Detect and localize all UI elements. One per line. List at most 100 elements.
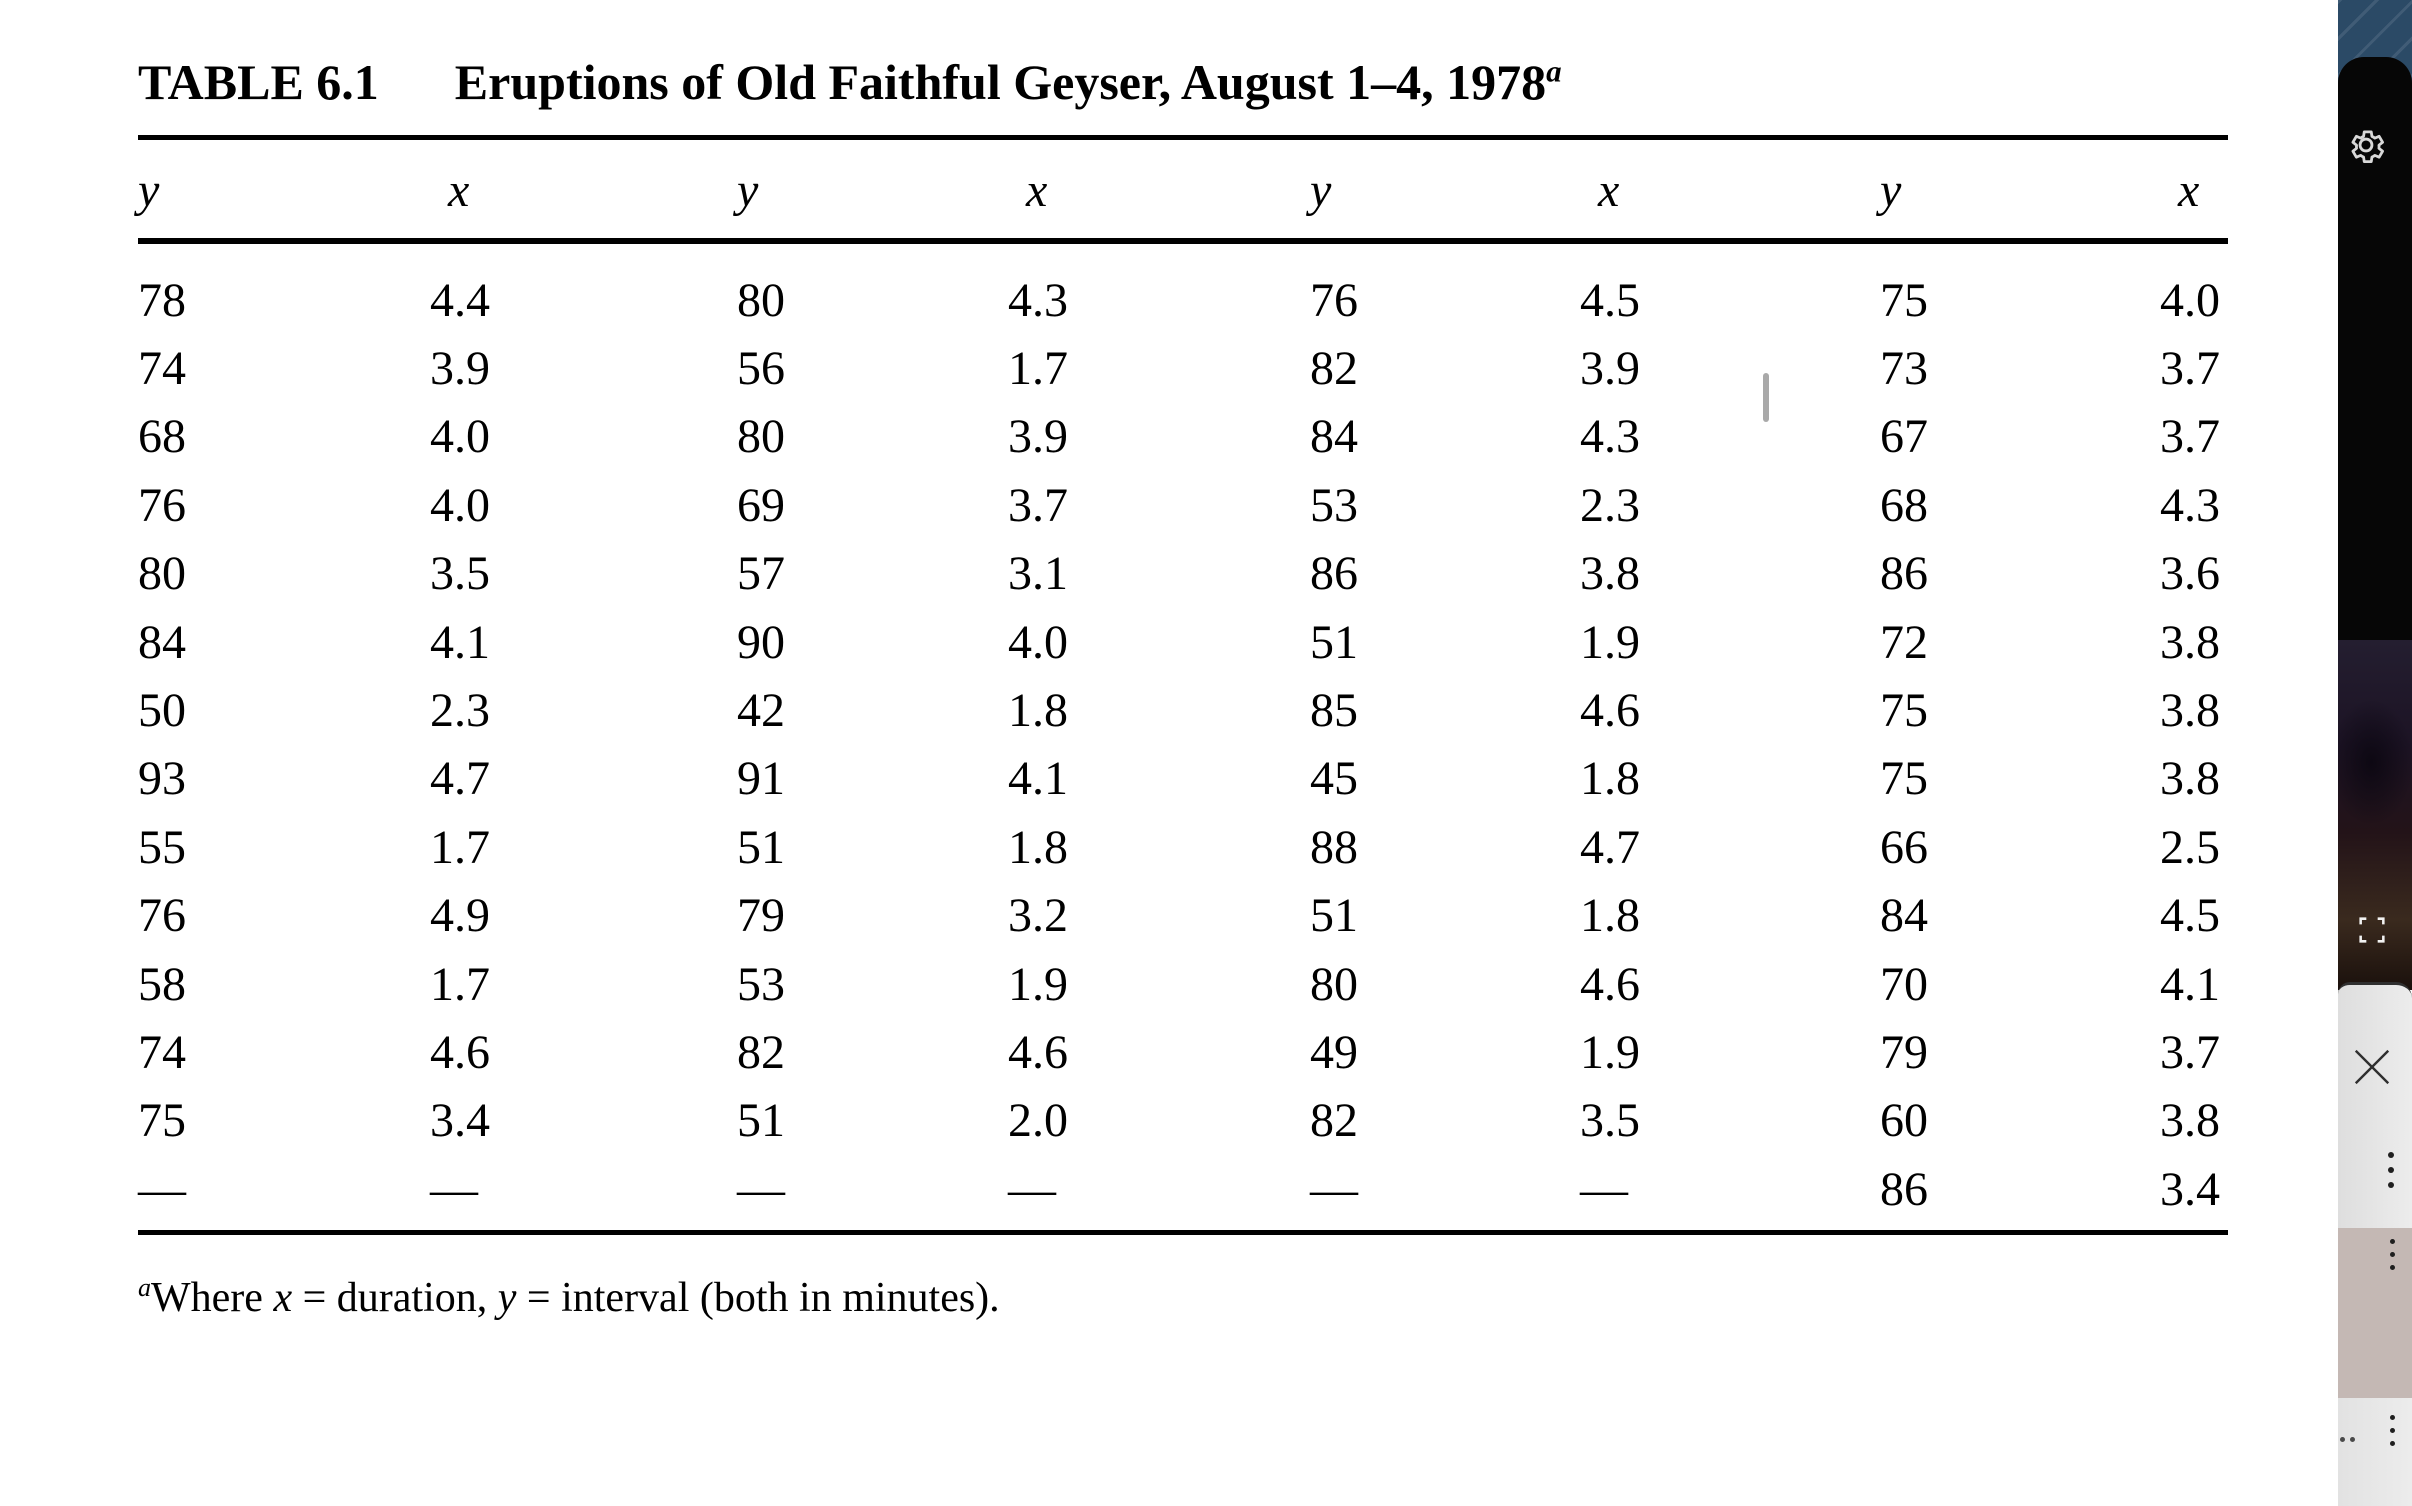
table-row: 84 4.1 90 4.0 51 1.9 72 3.8 [138,608,2228,676]
table-cell: 57 [737,547,785,601]
close-icon [2346,1041,2398,1096]
table-cell: 1.7 [430,957,490,1011]
table-cell: 3.7 [2160,342,2220,396]
table-cell: 3.9 [1580,342,1640,396]
table-cell: 51 [737,820,785,874]
text-caret [1763,373,1769,422]
table-cell: 1.8 [1580,889,1640,943]
footnote-text: = duration, [292,1275,498,1321]
table-row: 55 1.7 51 1.8 88 4.7 66 2.5 [138,813,2228,881]
more-vertical-icon[interactable] [2390,1415,2395,1454]
table-cell: 73 [1880,342,1928,396]
video-thumbnail[interactable] [2338,640,2412,990]
table-cell: 3.5 [430,547,490,601]
table-cell: — [737,1162,785,1216]
table-cell: 4.5 [2160,889,2220,943]
table-cell: 3.8 [2160,615,2220,669]
footnote-text: Where [151,1275,274,1321]
table-cell: 82 [1310,342,1358,396]
table-cell: 75 [1880,273,1928,327]
table-cell: 4.0 [2160,273,2220,327]
close-button[interactable] [2346,1042,2398,1094]
table-cell: 3.7 [2160,410,2220,464]
overlay-panel-top [2338,57,2412,990]
table-cell: — [1008,1162,1056,1216]
column-header: x [448,164,470,217]
settings-button[interactable] [2344,124,2388,168]
table-cell: 67 [1880,410,1928,464]
table-cell: 86 [1880,1162,1928,1216]
table-footnote: aWhere x = duration, y = interval (both … [138,1272,2228,1324]
table-cell: 3.4 [2160,1162,2220,1216]
gear-icon [2345,124,2387,169]
table-row: 75 3.4 51 2.0 82 3.5 60 3.8 [138,1087,2228,1155]
table-cell: 3.1 [1008,547,1068,601]
table-row: 68 4.0 80 3.9 84 4.3 67 3.7 [138,403,2228,471]
drag-dots-icon[interactable] [2340,1437,2360,1442]
table-cell: 68 [1880,478,1928,532]
table-cell: 4.4 [430,273,490,327]
table-cell: 3.8 [1580,547,1640,601]
table-cell: 66 [1880,820,1928,874]
column-header: x [1026,164,1048,217]
table-cell: 68 [138,410,186,464]
table-cell: 3.6 [2160,547,2220,601]
column-header: x [1598,164,1620,217]
table-cell: 4.3 [2160,478,2220,532]
table-cell: 82 [737,1025,785,1079]
more-vertical-icon[interactable] [2388,1152,2394,1197]
table-cell: 4.1 [1008,752,1068,806]
table-cell: 80 [737,410,785,464]
table-cell: 3.7 [1008,478,1068,532]
table-cell: 88 [1310,820,1358,874]
table-cell: 4.7 [1580,820,1640,874]
table-row: 76 4.9 79 3.2 51 1.8 84 4.5 [138,882,2228,950]
table-cell: 1.9 [1008,957,1068,1011]
table-cell: 1.8 [1008,684,1068,738]
column-header: x [2178,164,2200,217]
table-cell: 51 [1310,615,1358,669]
table-cell: 4.7 [430,752,490,806]
table-row: 74 4.6 82 4.6 49 1.9 79 3.7 [138,1018,2228,1086]
table-cell: 75 [138,1094,186,1148]
table-cell: 74 [138,342,186,396]
table-cell: 53 [737,957,785,1011]
table-cell: — [138,1162,186,1216]
table-cell: 51 [1310,889,1358,943]
column-header: y [737,164,759,217]
table-cell: 53 [1310,478,1358,532]
overlay-panel-bottom [2338,1398,2412,1506]
table-cell: 90 [737,615,785,669]
overlay-panel-middle [2338,982,2412,1231]
table-cell: 86 [1880,547,1928,601]
table-row: 74 3.9 56 1.7 82 3.9 73 3.7 [138,334,2228,402]
table-cell: 1.8 [1008,820,1068,874]
table-cell: 3.4 [430,1094,490,1148]
fullscreen-button[interactable] [2354,913,2390,949]
table-cell: 4.1 [2160,957,2220,1011]
table-cell: 51 [737,1094,785,1148]
header-rule [138,238,2228,244]
table-cell: 82 [1310,1094,1358,1148]
table-cell: 4.0 [430,410,490,464]
table-row: 80 3.5 57 3.1 86 3.8 86 3.6 [138,540,2228,608]
table-cell: 3.9 [430,342,490,396]
table-cell: 55 [138,820,186,874]
table-cell: 58 [138,957,186,1011]
table-cell: 3.7 [2160,1025,2220,1079]
table-title-text: Eruptions of Old Faithful Geyser, August… [454,54,1547,110]
table-cell: 3.5 [1580,1094,1640,1148]
fullscreen-icon [2355,913,2389,950]
table-cell: 79 [737,889,785,943]
table-cell: 1.7 [430,820,490,874]
more-vertical-icon[interactable] [2390,1239,2395,1278]
column-header: y [138,164,160,217]
table-cell: 4.6 [1580,684,1640,738]
table-cell: 2.0 [1008,1094,1068,1148]
table-cell: 80 [737,273,785,327]
table-cell: — [430,1162,478,1216]
table-cell: 4.0 [430,478,490,532]
table-cell: 3.8 [2160,684,2220,738]
table-cell: 49 [1310,1025,1358,1079]
